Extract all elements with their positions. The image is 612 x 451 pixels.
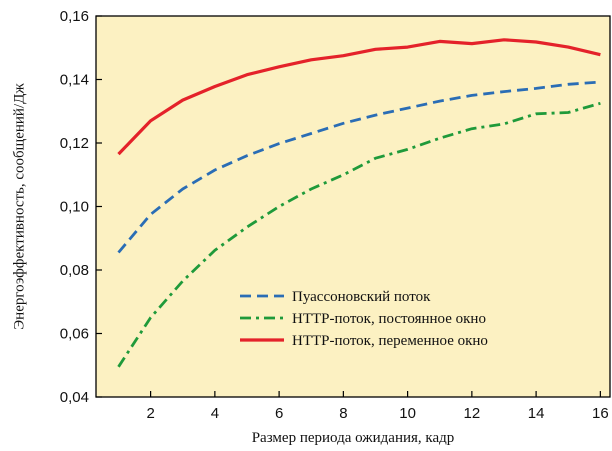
y-tick-label: 0,04 (60, 389, 89, 406)
x-tick-label: 14 (528, 405, 545, 422)
x-tick-label: 10 (399, 405, 416, 422)
series-lines (117, 38, 601, 368)
y-axis-title: Энергоэффективность, сообщений/Дж (11, 83, 27, 330)
x-tick-label: 2 (146, 405, 154, 422)
legend-label-3: HTTP-поток, переменное окно (292, 333, 488, 349)
x-axis-ticks: 2 4 6 8 10 12 14 16 (146, 391, 609, 422)
x-axis-title: Размер периода ожидания, кадр (252, 430, 455, 446)
y-tick-label: 0,10 (60, 199, 89, 216)
plot-frame (95, 15, 611, 398)
x-tick-label: 4 (211, 405, 219, 422)
y-tick-label: 0,06 (60, 326, 89, 343)
y-tick-label: 0,16 (60, 8, 89, 25)
series-line-1 (117, 80, 601, 254)
legend-label-1: Пуассоновский поток (292, 289, 431, 305)
legend: Пуассоновский поток HTTP-поток, постоянно… (240, 289, 488, 349)
x-tick-label: 6 (275, 405, 283, 422)
y-axis-ticks: 0,04 0,06 0,08 0,10 0,12 0,14 0,16 (60, 8, 102, 406)
y-tick-label: 0,12 (60, 135, 89, 152)
x-tick-label: 8 (339, 405, 347, 422)
legend-label-2: HTTP-поток, постоянное окно (292, 311, 486, 327)
series-line-3 (117, 38, 601, 156)
x-tick-label: 12 (464, 405, 481, 422)
y-tick-label: 0,08 (60, 262, 89, 279)
y-tick-label: 0,14 (60, 72, 89, 89)
plot-area (96, 16, 610, 397)
series-line-2 (117, 101, 601, 368)
x-tick-label: 16 (592, 405, 609, 422)
